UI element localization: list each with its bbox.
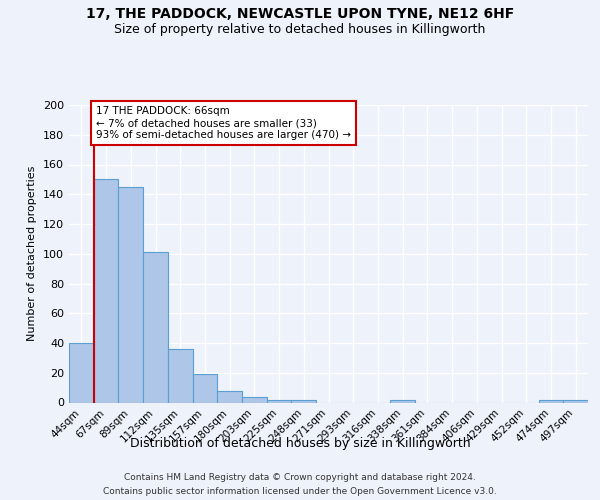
Text: Contains public sector information licensed under the Open Government Licence v3: Contains public sector information licen…	[103, 488, 497, 496]
Text: Contains HM Land Registry data © Crown copyright and database right 2024.: Contains HM Land Registry data © Crown c…	[124, 472, 476, 482]
Text: Distribution of detached houses by size in Killingworth: Distribution of detached houses by size …	[130, 438, 470, 450]
Bar	[118, 187, 143, 402]
Bar	[292, 400, 316, 402]
Bar	[242, 396, 267, 402]
Bar	[94, 180, 118, 402]
Bar	[143, 252, 168, 402]
Text: 17 THE PADDOCK: 66sqm
← 7% of detached houses are smaller (33)
93% of semi-detac: 17 THE PADDOCK: 66sqm ← 7% of detached h…	[96, 106, 351, 140]
Bar	[168, 349, 193, 403]
Text: 17, THE PADDOCK, NEWCASTLE UPON TYNE, NE12 6HF: 17, THE PADDOCK, NEWCASTLE UPON TYNE, NE…	[86, 8, 514, 22]
Bar	[267, 400, 292, 402]
Bar	[390, 400, 415, 402]
Text: Size of property relative to detached houses in Killingworth: Size of property relative to detached ho…	[115, 22, 485, 36]
Bar	[539, 400, 563, 402]
Bar	[563, 400, 588, 402]
Bar	[69, 343, 94, 402]
Bar	[217, 390, 242, 402]
Y-axis label: Number of detached properties: Number of detached properties	[28, 166, 37, 342]
Bar	[193, 374, 217, 402]
